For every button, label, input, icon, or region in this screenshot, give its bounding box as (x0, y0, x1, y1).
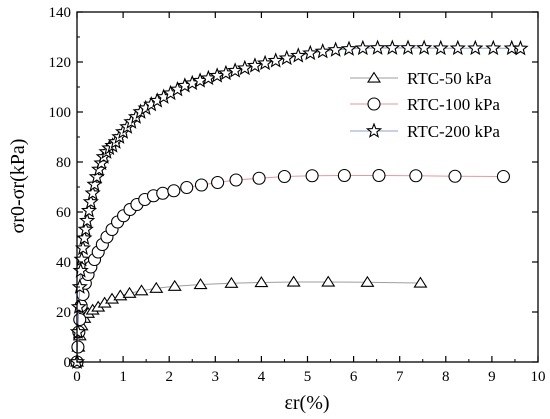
data-point (360, 275, 375, 287)
data-point (416, 39, 433, 55)
x-tick-label: 0 (73, 369, 81, 385)
x-tick-label: 10 (531, 369, 546, 385)
y-tick-label: 80 (56, 155, 71, 171)
data-point (409, 169, 423, 183)
y-tick-label: 60 (56, 205, 71, 221)
data-point (193, 278, 208, 290)
data-point (277, 169, 292, 184)
data-point (79, 212, 96, 228)
legend-marker (367, 97, 381, 111)
legend-item: RTC-100 kPa (350, 95, 500, 114)
y-tick-label: 140 (49, 5, 72, 21)
legend-marker (365, 122, 383, 138)
data-point (372, 168, 386, 183)
plot-area (68, 39, 529, 369)
data-point (236, 59, 253, 76)
data-point (340, 40, 358, 56)
data-point (84, 184, 101, 201)
data-point (252, 171, 266, 185)
x-tick-label: 3 (212, 369, 220, 385)
data-point (467, 39, 484, 56)
data-point (327, 41, 344, 57)
data-point (256, 54, 274, 71)
x-tick-label: 6 (350, 369, 358, 385)
legend-marker (366, 71, 382, 83)
x-tick-label: 5 (304, 369, 312, 385)
data-point (180, 180, 194, 195)
data-point (369, 39, 386, 55)
data-point (74, 239, 92, 256)
data-point (321, 275, 336, 287)
legend: RTC-50 kPa RTC-100 kPa RTC-200 kPa (350, 69, 500, 141)
y-axis-title: σr0-σr(kPa) (7, 139, 29, 234)
series-triangle (69, 275, 428, 367)
data-point (149, 281, 164, 293)
data-point (167, 184, 181, 198)
y-tick-label: 0 (64, 355, 72, 371)
data-point (211, 175, 225, 190)
data-point (384, 39, 401, 55)
data-point (73, 312, 87, 327)
data-point (246, 57, 264, 73)
data-point (229, 173, 243, 187)
data-point (267, 52, 284, 68)
x-tick-label: 4 (258, 369, 266, 385)
y-tick-label: 120 (49, 55, 72, 71)
data-point (305, 169, 319, 183)
legend-item: RTC-200 kPa (350, 122, 500, 141)
data-point (286, 275, 301, 287)
data-point (77, 220, 94, 237)
data-point (432, 39, 449, 56)
data-point (72, 262, 89, 278)
data-point (122, 286, 137, 298)
data-point (76, 229, 93, 246)
legend-label: RTC-50 kPa (407, 69, 492, 88)
data-point (496, 169, 510, 184)
data-point (254, 276, 269, 288)
x-tick-label: 7 (396, 369, 404, 385)
data-point (314, 42, 331, 59)
data-point (156, 186, 170, 200)
data-point (167, 279, 182, 291)
legend-label: RTC-200 kPa (407, 122, 500, 141)
x-tick-label: 2 (165, 369, 173, 385)
y-tick-label: 40 (56, 255, 71, 271)
data-point (224, 276, 239, 288)
x-tick-label: 1 (119, 369, 127, 385)
data-point (227, 62, 244, 78)
data-point (512, 39, 529, 56)
data-point (448, 169, 462, 183)
data-point (80, 202, 98, 218)
x-tick-label: 8 (442, 369, 450, 385)
plot-frame (76, 11, 539, 363)
legend-item: RTC-50 kPa (350, 69, 492, 88)
data-point (337, 168, 351, 183)
x-axis-title: εr(%) (284, 392, 329, 414)
data-point (413, 276, 428, 288)
data-point (302, 44, 319, 61)
data-point (485, 39, 502, 56)
data-point (194, 178, 209, 192)
series-star (68, 39, 529, 369)
y-tick-label: 20 (56, 305, 71, 321)
data-point (69, 323, 87, 339)
x-tick-label: 9 (488, 369, 496, 385)
data-point (71, 278, 88, 294)
data-point (399, 39, 417, 55)
data-point (134, 284, 149, 296)
data-point (354, 39, 371, 56)
series-circle (70, 168, 510, 369)
legend-label: RTC-100 kPa (407, 95, 500, 114)
data-point (278, 49, 295, 66)
data-point (70, 298, 87, 314)
data-point (290, 47, 307, 63)
y-tick-label: 100 (49, 105, 72, 121)
data-point (82, 193, 99, 209)
data-point (449, 39, 466, 56)
